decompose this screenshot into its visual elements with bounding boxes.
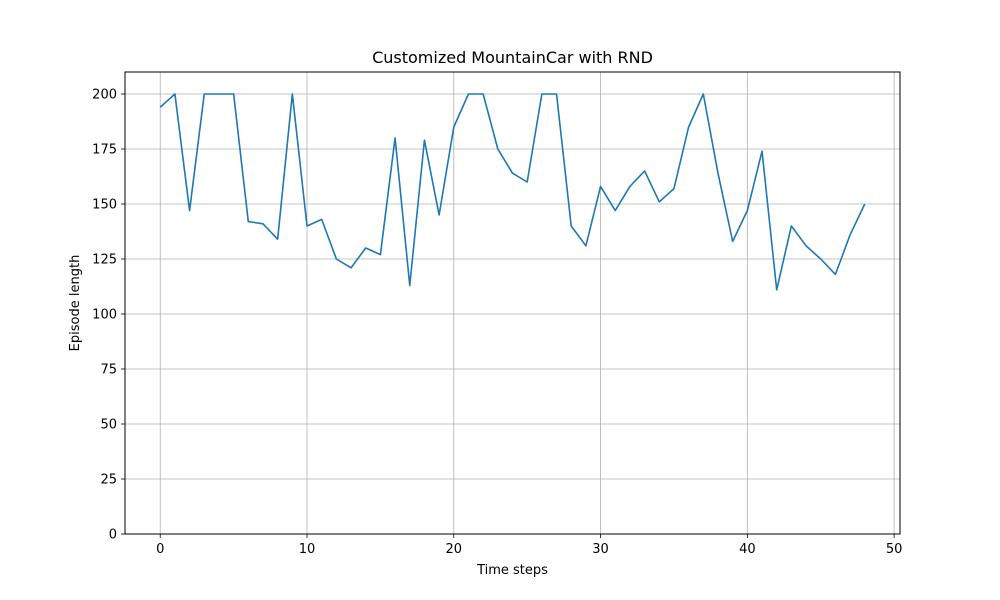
chart-title: Customized MountainCar with RND	[372, 48, 653, 67]
x-tick-label: 20	[446, 542, 463, 557]
series-line	[159, 93, 866, 291]
x-tick-label: 50	[886, 542, 903, 557]
y-axis-label: Episode length	[68, 255, 83, 352]
grid-lines	[125, 72, 900, 535]
y-axis: 0 25 50 75 100 125 150 175 200	[92, 88, 125, 543]
x-tick-label: 0	[156, 542, 164, 557]
x-tick-label: 10	[299, 542, 316, 557]
y-tick-label: 75	[100, 363, 117, 378]
y-tick-label: 100	[92, 308, 117, 323]
y-tick-label: 50	[100, 418, 117, 433]
series-layer	[159, 93, 866, 291]
x-axis: 0 10 20 30 40 50	[156, 534, 902, 557]
x-axis-label: Time steps	[476, 563, 548, 578]
y-tick-label: 125	[92, 253, 117, 268]
plot-frame	[124, 71, 901, 535]
x-tick-label: 40	[739, 542, 756, 557]
y-tick-label: 175	[92, 143, 117, 158]
y-tick-label: 0	[109, 528, 117, 543]
y-tick-label: 25	[100, 473, 117, 488]
x-tick-label: 30	[592, 542, 609, 557]
y-tick-label: 150	[92, 198, 117, 213]
y-tick-label: 200	[92, 88, 117, 103]
